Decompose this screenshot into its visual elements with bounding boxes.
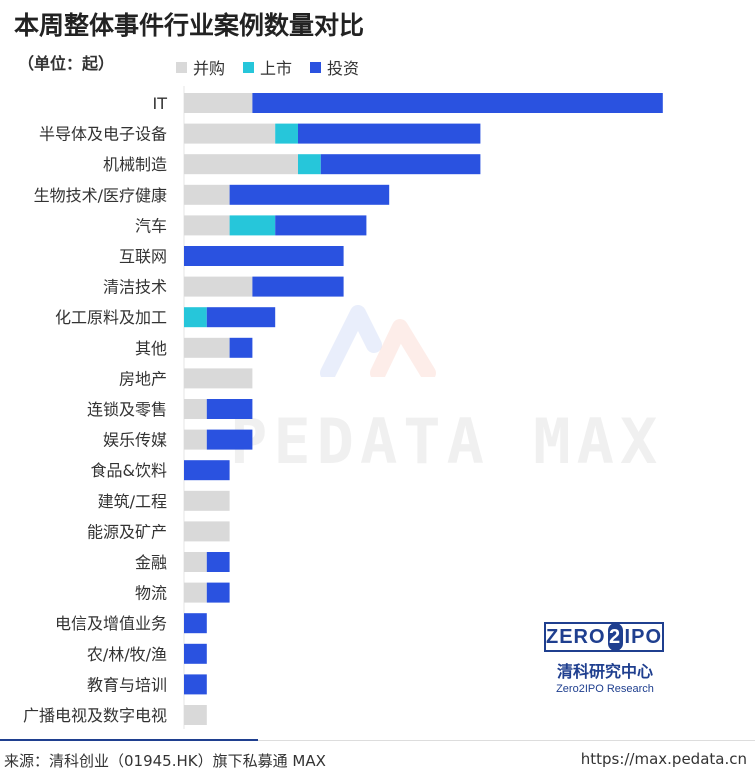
bar-chart: IT 半导体及电子设备机械制造生物技术/医疗健康汽车互联网清洁技术化工原料及加工其… xyxy=(23,86,663,729)
bar-segment-inv xyxy=(229,184,390,205)
bar-segment-inv xyxy=(320,154,481,175)
legend-swatch-inv xyxy=(310,61,322,73)
bar-segment-ma xyxy=(184,93,253,113)
bar-segment-inv xyxy=(206,307,276,328)
footer-divider xyxy=(0,740,755,741)
category-label: 互联网 xyxy=(119,247,167,266)
legend-swatch-ma xyxy=(176,61,187,73)
category-label: 能源及矿产 xyxy=(87,522,167,541)
bar-segment-ma xyxy=(184,184,230,205)
bar-segment-ipo xyxy=(229,215,276,236)
bar-segment-ma xyxy=(184,705,207,725)
category-label: 娱乐传媒 xyxy=(103,431,167,450)
category-label: 金融 xyxy=(135,553,167,572)
category-label: 食品&饮料 xyxy=(91,461,167,480)
zero2ipo-logo: ZERO 2 IPO 清科研究中心 Zero2IPO Research xyxy=(544,622,666,695)
category-label: 生物技术/医疗健康 xyxy=(34,186,167,205)
source-note: 来源：清科创业（01945.HK）旗下私募通 MAX xyxy=(4,752,326,770)
category-label: IT xyxy=(153,94,168,113)
brand-zero: ZERO xyxy=(546,625,606,648)
bar-segment-inv xyxy=(252,276,344,297)
category-label: 连锁及零售 xyxy=(87,400,167,419)
category-label: 半导体及电子设备 xyxy=(39,125,167,144)
bar-segment-inv xyxy=(184,246,344,266)
legend-item-ipo: 上市 xyxy=(243,55,292,79)
category-label: 电信及增值业务 xyxy=(55,614,167,633)
watermark-logo xyxy=(320,305,436,377)
bar-segment-ipo xyxy=(298,154,321,175)
bar-segment-ma xyxy=(184,399,207,419)
category-label: 机械制造 xyxy=(103,155,167,174)
watermark-text: PEDATA MAX xyxy=(230,405,664,478)
bar-segment-inv xyxy=(275,215,367,236)
bar-segment-inv xyxy=(184,643,207,664)
category-label: 清洁技术 xyxy=(103,278,167,297)
category-label: 汽车 xyxy=(135,216,167,235)
legend-swatch-ipo xyxy=(243,61,255,73)
bar-segment-ma xyxy=(184,490,230,511)
brand-wordmark: ZERO 2 IPO xyxy=(544,622,664,652)
legend-item-ma: 并购 xyxy=(176,55,225,79)
bar-segment-ma xyxy=(184,154,298,175)
bar-segment-inv xyxy=(229,337,253,358)
bar-segment-inv xyxy=(252,93,663,113)
brand-two: 2 xyxy=(607,623,623,651)
bar-segment-inv xyxy=(298,123,481,144)
category-label: 化工原料及加工 xyxy=(55,308,167,327)
legend-label-ipo: 上市 xyxy=(260,59,293,78)
brand-name-en: Zero2IPO Research xyxy=(556,683,654,695)
source-url: https://max.pedata.cn xyxy=(580,750,747,768)
bar-segment-inv xyxy=(184,674,207,695)
bar-segment-ma xyxy=(184,368,253,389)
bar-segment-ma xyxy=(184,337,230,358)
bar-segment-inv xyxy=(206,552,230,572)
brand-ipo: IPO xyxy=(624,625,662,648)
bar-segment-ma xyxy=(184,123,276,144)
legend-item-inv: 投资 xyxy=(310,55,359,79)
bar-segment-ma xyxy=(184,215,230,236)
legend-label-ma: 并购 xyxy=(193,59,226,78)
bar-segment-ma xyxy=(184,582,207,603)
category-label: 广播电视及数字电视 xyxy=(23,706,167,725)
unit-label: （单位：起） xyxy=(18,54,115,73)
bar-segment-ma xyxy=(184,276,253,297)
legend-label-inv: 投资 xyxy=(327,59,360,78)
legend: 并购 上市 投资 xyxy=(176,55,359,79)
category-label: 物流 xyxy=(135,584,167,603)
category-label: 建筑/工程 xyxy=(98,492,167,511)
category-label: 教育与培训 xyxy=(87,675,167,694)
bar-segment-inv xyxy=(206,582,230,603)
footer-divider-accent xyxy=(0,739,258,741)
category-label: 其他 xyxy=(135,339,167,358)
category-label: 农/林/牧/渔 xyxy=(87,645,167,664)
bar-segment-ma xyxy=(184,429,207,450)
brand-name-cn: 清科研究中心 xyxy=(556,662,653,681)
bar-segment-inv xyxy=(206,399,253,419)
bar-segment-ma xyxy=(184,552,207,572)
bar-segment-inv xyxy=(206,429,253,450)
category-label: 房地产 xyxy=(119,369,167,388)
bar-segment-ipo xyxy=(184,307,207,328)
bar-segment-inv xyxy=(184,460,230,481)
chart-title: 本周整体事件行业案例数量对比 xyxy=(14,11,365,40)
bar-segment-inv xyxy=(184,613,207,634)
bar-segment-ipo xyxy=(275,123,298,144)
bar-segment-ma xyxy=(184,521,230,542)
